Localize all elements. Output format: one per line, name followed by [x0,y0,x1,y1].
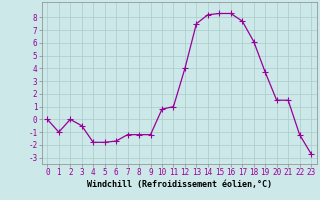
X-axis label: Windchill (Refroidissement éolien,°C): Windchill (Refroidissement éolien,°C) [87,180,272,189]
